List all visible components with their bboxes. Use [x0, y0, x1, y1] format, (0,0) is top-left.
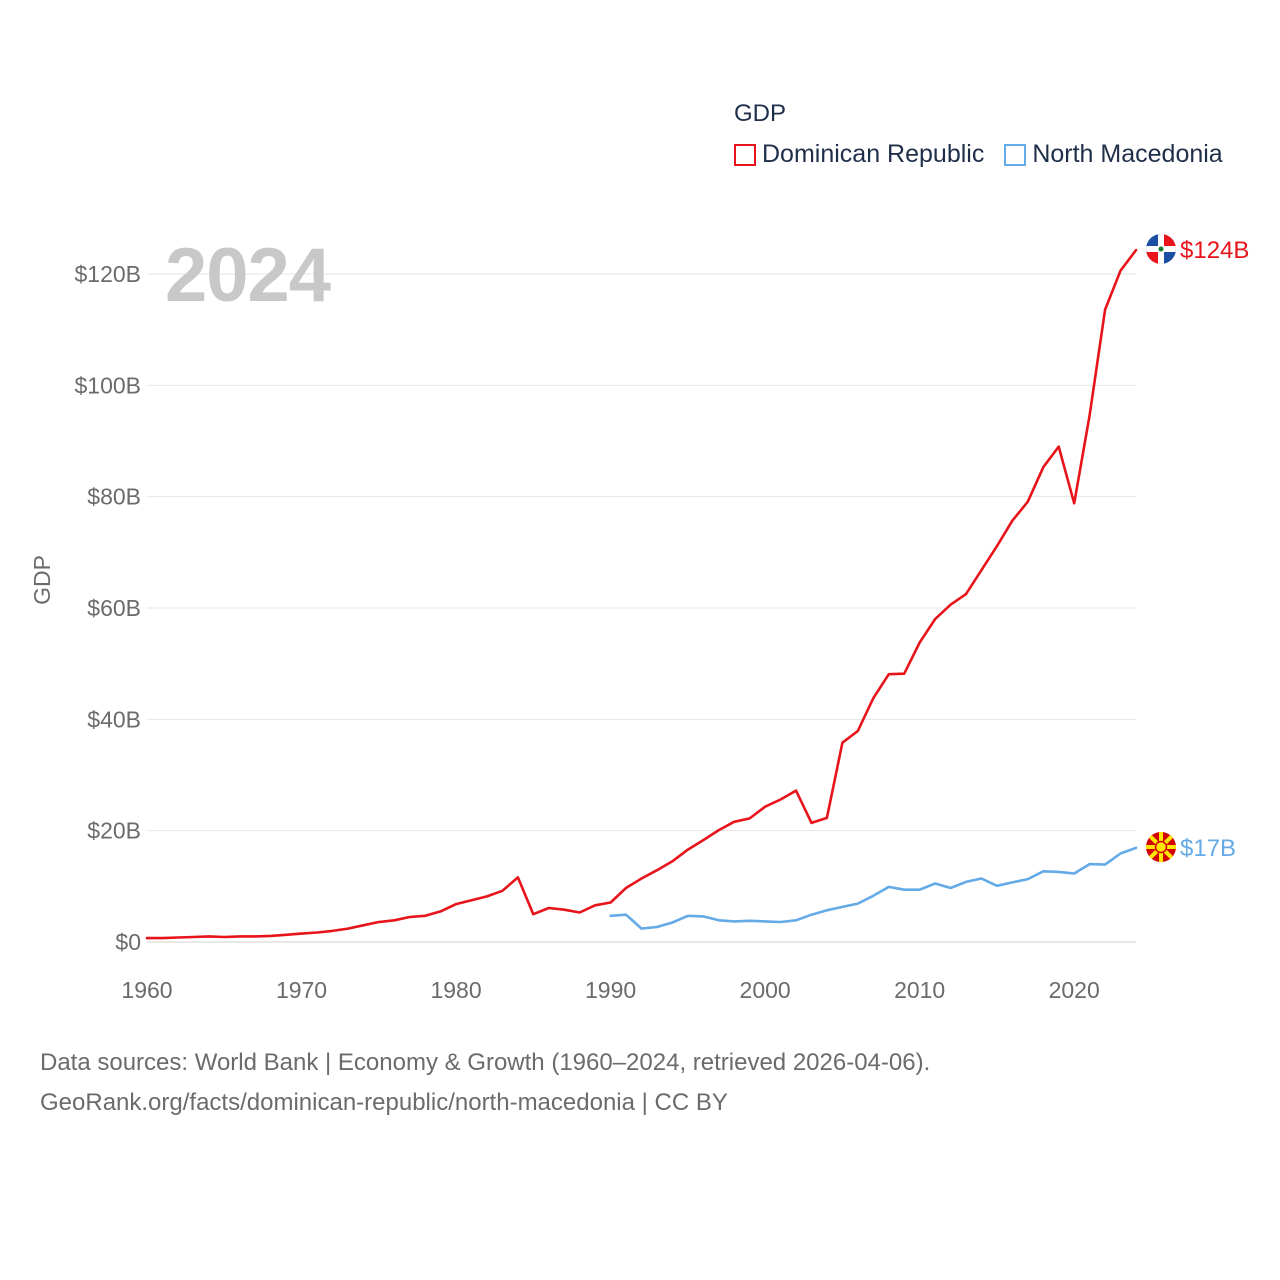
- series-lines: [145, 248, 1138, 940]
- source-line-1: Data sources: World Bank | Economy & Gro…: [40, 1049, 931, 1076]
- y-tick-label: $100B: [74, 372, 141, 398]
- legend: GDP Dominican Republic North Macedonia: [734, 100, 1223, 169]
- y-axis-title: GDP: [29, 555, 55, 605]
- gridlines: [147, 273, 1136, 943]
- source-note: Data sources: World Bank | Economy & Gro…: [40, 1043, 930, 1123]
- legend-label-north-macedonia: North Macedonia: [1032, 140, 1223, 168]
- source-line-2: GeoRank.org/facts/dominican-republic/nor…: [40, 1089, 728, 1116]
- x-tick-label: 1960: [121, 977, 172, 1003]
- y-tick-label: $20B: [87, 818, 141, 844]
- x-tick-label: 2000: [740, 977, 791, 1003]
- series-line-north-macedonia: [609, 846, 1138, 930]
- y-tick-label: $120B: [74, 261, 141, 287]
- series-line-dominican-republic: [145, 248, 1138, 940]
- x-tick-label: 2010: [894, 977, 945, 1003]
- x-tick-label: 1990: [585, 977, 636, 1003]
- legend-item-north-macedonia[interactable]: North Macedonia: [1004, 140, 1223, 169]
- end-label-north-macedonia: $17B: [1180, 835, 1236, 862]
- legend-label-dominican-republic: Dominican Republic: [762, 140, 985, 168]
- x-tick-label: 1970: [276, 977, 327, 1003]
- north-macedonia-flag-icon: [1146, 832, 1176, 862]
- y-tick-label: $80B: [87, 484, 141, 510]
- dominican-republic-flag-icon: [1146, 234, 1176, 264]
- legend-swatch-north-macedonia: [1004, 143, 1027, 166]
- y-tick-label: $60B: [87, 595, 141, 621]
- x-tick-label: 2020: [1049, 977, 1100, 1003]
- x-tick-label: 1980: [430, 977, 481, 1003]
- legend-item-dominican-republic[interactable]: Dominican Republic: [734, 140, 984, 169]
- y-tick-label: $0: [115, 929, 141, 955]
- y-axis: $0 $20B $40B $60B $80B $100B $120B: [74, 261, 141, 955]
- year-label: 2024: [165, 233, 331, 318]
- legend-title: GDP: [734, 100, 787, 127]
- end-label-dominican-republic: $124B: [1180, 237, 1249, 264]
- y-tick-label: $40B: [87, 706, 141, 732]
- x-axis: 1960 1970 1980 1990 2000 2010 2020: [121, 977, 1099, 1003]
- legend-swatch-dominican-republic: [734, 143, 756, 166]
- series-end-labels: $124B $17B: [1180, 237, 1249, 862]
